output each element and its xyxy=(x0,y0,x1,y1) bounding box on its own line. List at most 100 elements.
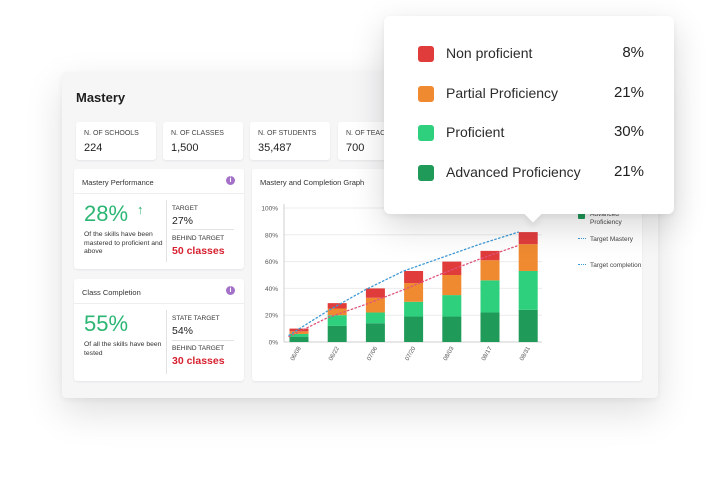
bar-segment xyxy=(404,270,424,284)
arrow-up-icon: ↑ xyxy=(137,202,144,217)
divider xyxy=(166,200,167,262)
divider xyxy=(74,303,244,304)
mastery-percent: 28% xyxy=(84,201,129,226)
divider xyxy=(172,340,234,341)
popup-row: Non proficient 8% xyxy=(418,44,648,64)
stat-value: 224 xyxy=(84,142,103,154)
bar-segment xyxy=(480,312,500,342)
target-label: TARGET xyxy=(172,205,198,212)
partial-proficiency-swatch xyxy=(418,86,434,102)
bar-segment xyxy=(518,309,538,342)
y-tick-label: 20% xyxy=(265,313,278,320)
bar-segment xyxy=(442,261,462,275)
non-proficient-swatch xyxy=(418,46,434,62)
popup-value: 21% xyxy=(613,84,644,101)
bar-segment xyxy=(289,331,309,334)
popup-row: Advanced Proficiency 21% xyxy=(418,163,648,183)
popup-label: Non proficient xyxy=(446,45,533,61)
bar-segment xyxy=(289,333,309,337)
stat-value: 1,500 xyxy=(171,142,199,154)
popup-value: 8% xyxy=(622,44,644,61)
bar-segment xyxy=(327,315,347,326)
dotted-line-icon xyxy=(578,264,586,265)
bar-segment xyxy=(365,312,385,324)
stat-classes: N. OF CLASSES 1,500 xyxy=(163,122,243,160)
bar-segment xyxy=(327,325,347,342)
target-line xyxy=(288,244,519,338)
bar-segment xyxy=(480,260,500,281)
info-icon[interactable]: i xyxy=(226,176,235,185)
completion-description: Of all the skills have been tested xyxy=(84,341,162,357)
popup-label: Advanced Proficiency xyxy=(446,164,581,180)
behind-target-value: 50 classes xyxy=(172,245,225,257)
divider xyxy=(166,310,167,374)
bar-segment xyxy=(518,244,538,271)
advanced-proficiency-swatch xyxy=(418,165,434,181)
bar-segment xyxy=(518,270,538,310)
bar-segment xyxy=(404,283,424,302)
x-tick-label: 08/03 xyxy=(443,345,456,362)
proficient-swatch xyxy=(418,125,434,141)
stat-label: N. OF SCHOOLS xyxy=(84,130,139,137)
stat-value: 700 xyxy=(346,142,365,154)
bar-segment xyxy=(365,288,385,298)
stacked-bar-chart: 0% 20% 40% 60% 80% 100% 06/08 06/22 07/06 07/20 08… xyxy=(261,204,542,362)
bar-segment xyxy=(289,328,309,332)
legend-label: Advanced Proficiency xyxy=(590,211,622,226)
stat-label: N. OF STUDENTS xyxy=(258,130,317,137)
popup-row: Partial Proficiency 21% xyxy=(418,84,648,104)
dotted-line-icon xyxy=(578,238,586,239)
bar-segment xyxy=(327,308,347,316)
x-tick-label: 08/31 xyxy=(519,345,532,362)
x-tick-label: 08/17 xyxy=(481,345,494,362)
graph-title: Mastery and Completion Graph xyxy=(260,178,365,187)
y-tick-label: 40% xyxy=(265,286,278,293)
target-value: 27% xyxy=(172,215,194,227)
class-completion-card: Class Completion i 55% Of all the skills… xyxy=(74,279,244,381)
card-title: Mastery Performance xyxy=(82,178,154,187)
divider xyxy=(74,193,244,194)
popup-value: 30% xyxy=(613,123,644,140)
popup-label: Partial Proficiency xyxy=(446,85,559,101)
bar-segment xyxy=(480,280,500,313)
target-line xyxy=(288,231,519,336)
mastery-description: Of the skills have been mastered to prof… xyxy=(84,231,163,255)
divider xyxy=(172,229,234,230)
info-icon[interactable]: i xyxy=(226,286,235,295)
popup-row: Proficient 30% xyxy=(418,123,648,143)
bar-segment xyxy=(404,301,424,317)
state-target-label: STATE TARGET xyxy=(172,315,220,322)
bar-segment xyxy=(365,297,385,313)
page-title: Mastery xyxy=(76,90,126,105)
popup-value: 21% xyxy=(613,163,644,180)
bar-segment xyxy=(365,323,385,342)
behind-target-value: 30 classes xyxy=(172,355,225,367)
distribution-popup: Non proficient 8% Partial Proficiency 21… xyxy=(384,16,674,223)
y-tick-label: 100% xyxy=(261,206,278,213)
stat-schools: N. OF SCHOOLS 224 xyxy=(76,122,156,160)
y-tick-label: 0% xyxy=(269,340,279,347)
stat-label: N. OF TEAC xyxy=(346,130,386,137)
x-tick-label: 06/08 xyxy=(290,345,303,362)
legend-swatch xyxy=(578,212,585,219)
completion-percent: 55% xyxy=(84,311,129,336)
popup-label: Proficient xyxy=(446,124,505,140)
x-tick-label: 07/20 xyxy=(405,345,418,362)
x-tick-label: 06/22 xyxy=(328,345,341,362)
state-target-value: 54% xyxy=(172,325,194,337)
bar-segment xyxy=(289,336,309,342)
legend-label: Target completion xyxy=(590,262,642,269)
stat-value: 35,487 xyxy=(258,142,292,154)
y-tick-label: 60% xyxy=(265,259,278,266)
bar-segment xyxy=(404,316,424,342)
mastery-performance-card: Mastery Performance i 28% ↑ Of the skill… xyxy=(74,169,244,269)
legend-label: Target Mastery xyxy=(590,236,633,243)
behind-target-label: BEHIND TARGET xyxy=(172,345,225,352)
bar-segment xyxy=(442,295,462,317)
stat-label: N. OF CLASSES xyxy=(171,130,224,137)
stat-students: N. OF STUDENTS 35,487 xyxy=(250,122,330,160)
bar-segment xyxy=(518,232,538,245)
card-title: Class Completion xyxy=(82,288,141,297)
bar-segment xyxy=(442,316,462,342)
bar-segment xyxy=(442,275,462,296)
